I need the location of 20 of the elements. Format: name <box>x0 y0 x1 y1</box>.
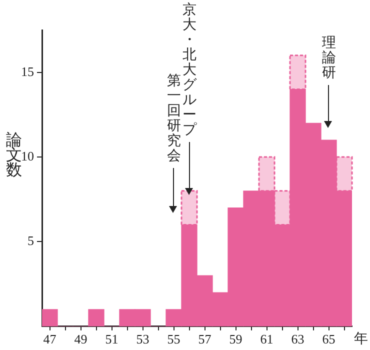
x-tick-label: 53 <box>136 332 150 347</box>
x-tick-label: 51 <box>105 332 118 347</box>
y-tick-label: 10 <box>21 148 34 164</box>
x-tick-label: 57 <box>198 332 212 347</box>
x-tick-label: 61 <box>260 332 274 347</box>
y-axis-title: 論文数 <box>6 132 22 180</box>
annotation: 第一回研究会 <box>166 74 181 164</box>
text: 京大・北大グループ <box>182 3 196 138</box>
y-tick-label: 15 <box>21 64 34 79</box>
bar <box>42 309 58 326</box>
y-tick-label: 5 <box>28 233 34 248</box>
annotation: 理論研 <box>322 36 336 81</box>
x-tick-label: 55 <box>167 332 180 347</box>
x-tick-label: 47 <box>43 332 57 347</box>
x-tick-label: 65 <box>322 332 336 347</box>
x-tick-label: 49 <box>74 332 88 347</box>
bar <box>88 309 104 326</box>
x-axis-title: 年 <box>354 330 368 348</box>
x-tick-label: 59 <box>229 332 242 347</box>
x-tick-label: 63 <box>291 332 304 347</box>
